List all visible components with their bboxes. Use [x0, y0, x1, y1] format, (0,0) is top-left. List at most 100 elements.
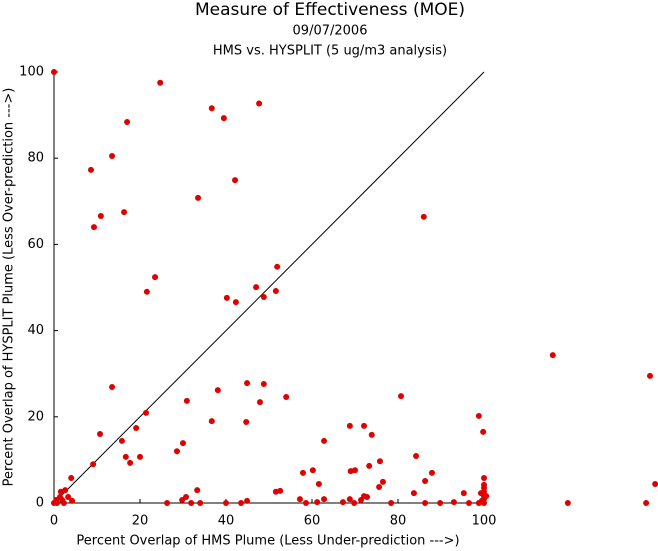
y-tick-label: 60: [27, 237, 44, 252]
point: [277, 487, 284, 494]
point: [60, 500, 67, 506]
x-tick-label: 60: [304, 514, 321, 529]
point: [478, 497, 485, 504]
point: [256, 399, 263, 406]
point: [422, 500, 429, 506]
point: [208, 418, 215, 425]
point: [368, 431, 375, 438]
point: [253, 284, 260, 291]
point: [321, 437, 328, 444]
point: [352, 467, 358, 474]
point: [152, 274, 159, 281]
point: [121, 209, 128, 216]
point: [51, 69, 57, 75]
x-axis-label: Percent Overlap of HMS Plume (Less Under…: [76, 534, 459, 549]
point: [351, 500, 358, 506]
point: [173, 448, 180, 455]
point: [366, 462, 373, 469]
point: [477, 490, 484, 497]
point: [244, 497, 251, 504]
point: [309, 467, 316, 474]
point: [483, 493, 490, 500]
point: [97, 431, 104, 438]
point: [124, 118, 131, 125]
y-tick-label: 0: [36, 496, 44, 511]
point: [361, 422, 368, 429]
point: [450, 499, 457, 506]
point: [57, 488, 64, 495]
point: [428, 469, 435, 476]
point: [164, 500, 171, 506]
point: [314, 499, 321, 506]
point: [465, 500, 472, 506]
point: [243, 418, 250, 425]
point: [379, 478, 386, 485]
point: [157, 79, 164, 86]
point: [143, 288, 150, 295]
point: [197, 500, 204, 506]
point: [238, 500, 245, 506]
x-tick-label: 40: [218, 514, 235, 529]
point: [549, 352, 556, 359]
point: [422, 478, 429, 485]
y-tick-label: 40: [27, 323, 44, 338]
point: [118, 437, 125, 444]
point: [272, 287, 279, 294]
point: [232, 299, 239, 306]
point: [180, 440, 186, 447]
chart-subtitle: 09/07/2006: [293, 24, 368, 39]
y-tick-label: 80: [27, 151, 44, 166]
chart-subtitle: HMS vs. HYSPLIT (5 ug/m3 analysis): [213, 44, 447, 59]
point: [194, 487, 201, 494]
point: [302, 500, 309, 506]
x-tick-label: 100: [472, 514, 497, 529]
point: [143, 409, 150, 416]
point: [69, 497, 76, 504]
point: [109, 153, 116, 160]
point: [481, 475, 487, 482]
point: [376, 458, 383, 465]
x-tick-label: 80: [390, 514, 407, 529]
point: [410, 490, 417, 497]
point: [398, 393, 405, 400]
point: [127, 459, 134, 466]
x-tick-label: 0: [50, 514, 58, 529]
point: [87, 166, 94, 173]
y-axis-label: Percent Overlap of HYSPLIT Plume (Less O…: [2, 88, 17, 487]
point: [364, 493, 371, 500]
point: [321, 496, 328, 503]
point: [54, 500, 61, 506]
point: [256, 100, 263, 107]
point: [220, 115, 227, 122]
point: [90, 461, 97, 468]
point: [296, 496, 303, 503]
point: [137, 453, 143, 460]
point: [283, 393, 290, 400]
point: [260, 293, 267, 300]
point: [413, 453, 420, 460]
point: [97, 212, 104, 219]
point: [388, 500, 395, 506]
point: [652, 481, 658, 488]
point: [133, 425, 140, 432]
chart-title: Measure of Effectiveness (MOE): [195, 0, 465, 20]
point: [232, 177, 239, 184]
point: [475, 412, 482, 419]
point: [437, 500, 444, 506]
point: [208, 105, 215, 112]
y-tick-label: 20: [27, 409, 44, 424]
point: [299, 469, 306, 476]
point: [274, 263, 281, 270]
point: [339, 499, 346, 506]
point: [122, 453, 129, 460]
point: [223, 500, 229, 506]
point: [376, 484, 383, 491]
x-tick-label: 20: [132, 514, 149, 529]
point: [244, 380, 251, 387]
point: [188, 500, 195, 506]
point: [223, 294, 230, 301]
point: [315, 481, 322, 488]
point: [460, 490, 467, 497]
point: [214, 387, 221, 394]
point: [183, 397, 190, 404]
